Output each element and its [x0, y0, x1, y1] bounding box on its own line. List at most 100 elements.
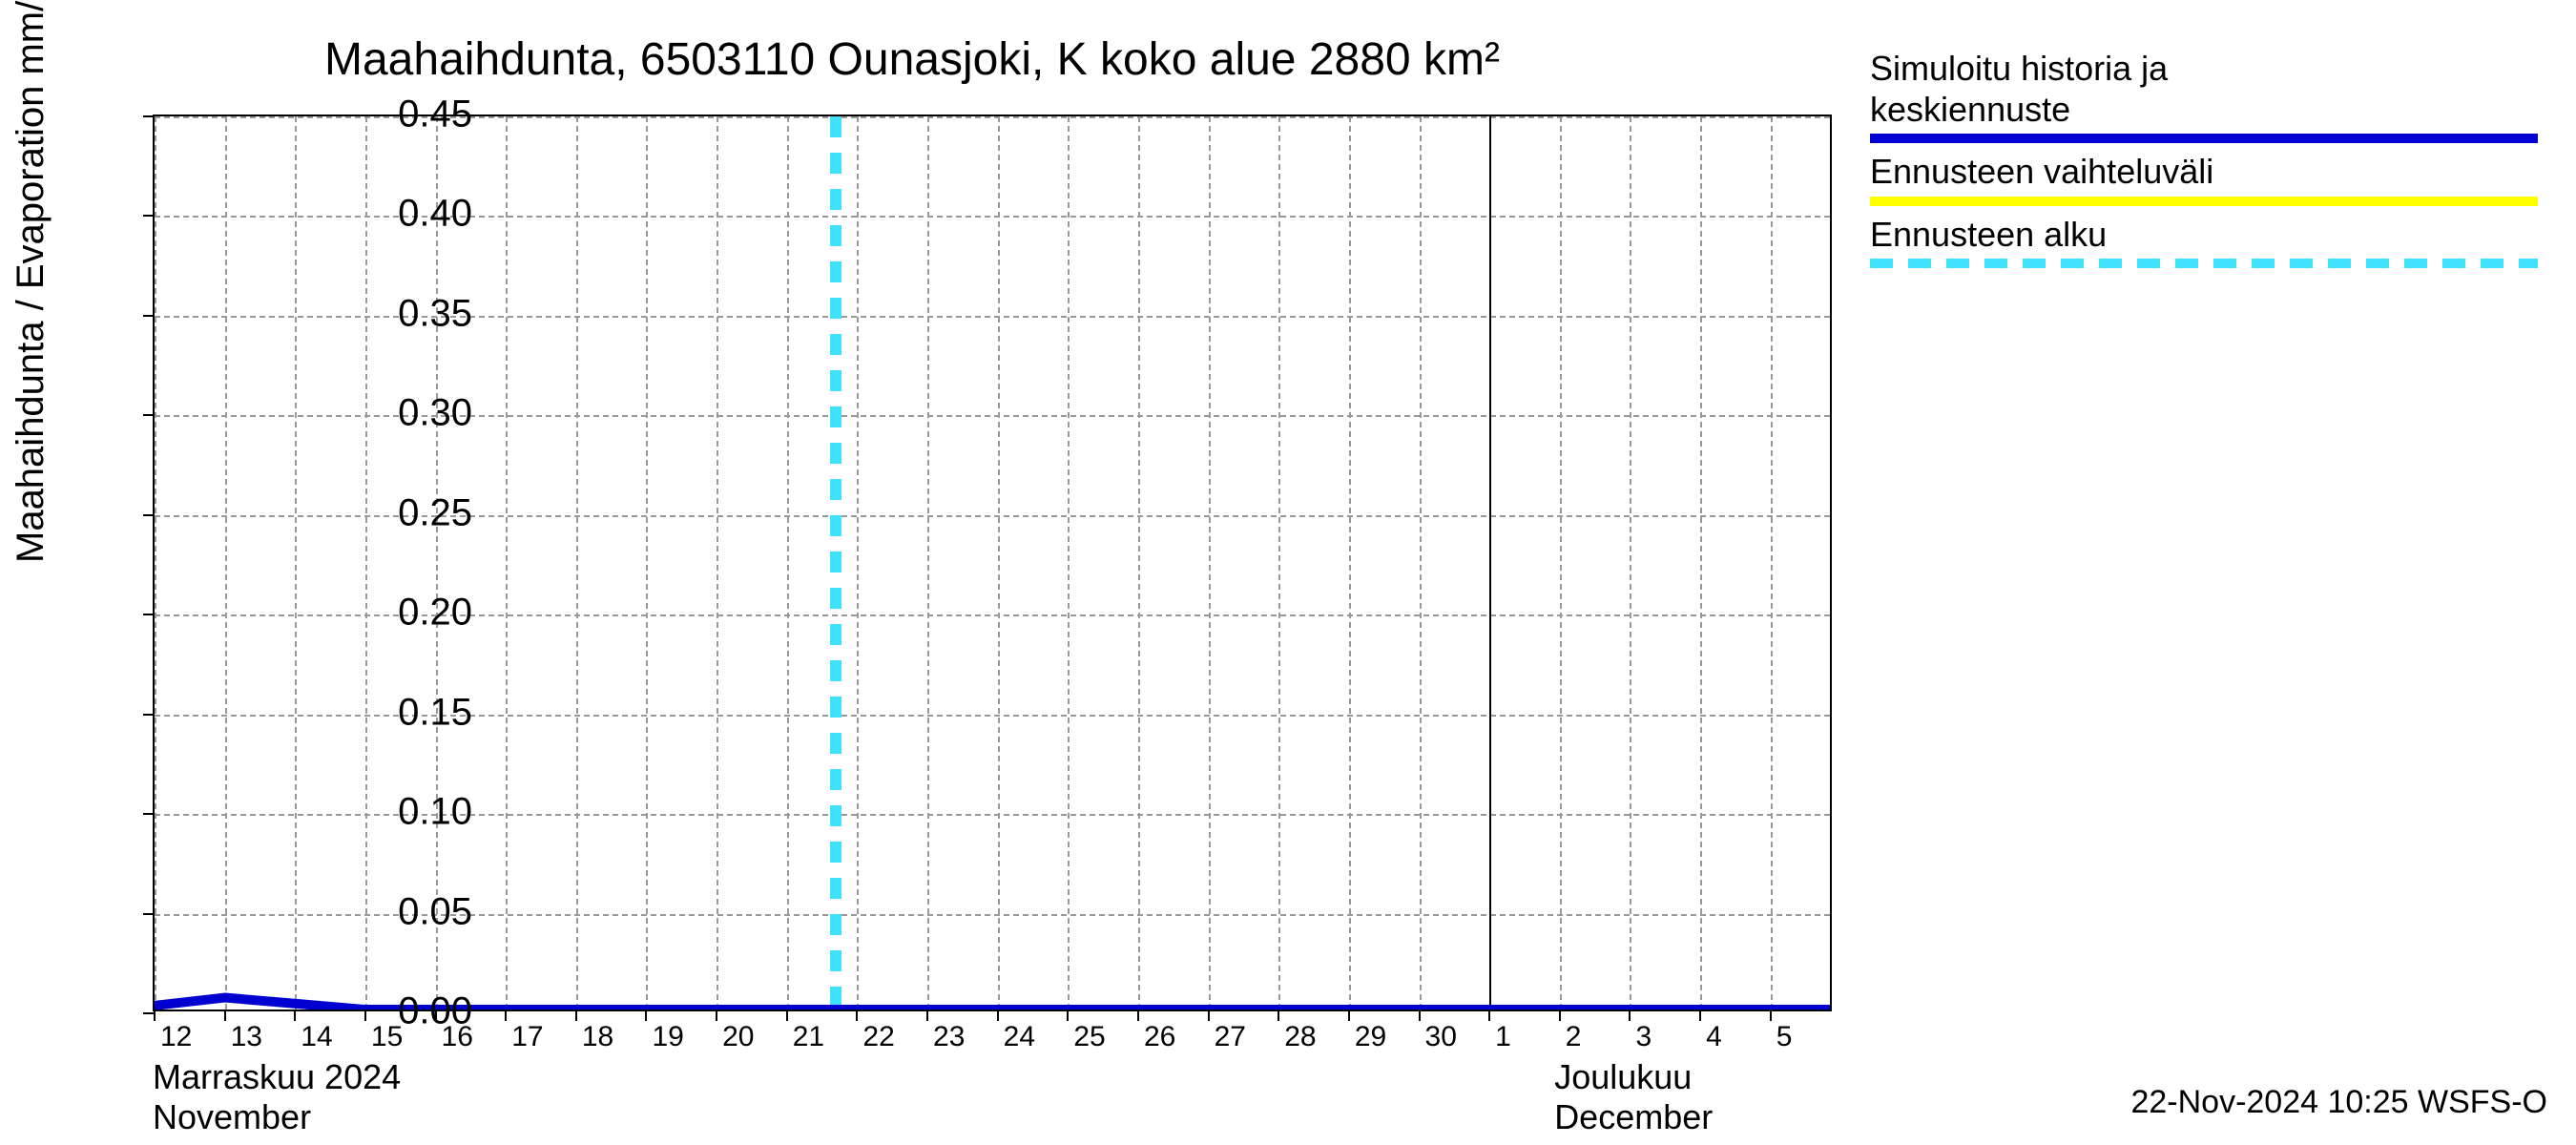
- y-tick-label: 0.20: [0, 592, 472, 635]
- x-tick-mark: [716, 1010, 717, 1021]
- legend-line-swatch: [1870, 259, 2538, 268]
- grid-line-v: [857, 116, 859, 1010]
- x-tick-label: 27: [1215, 1021, 1246, 1053]
- plot-area: [153, 114, 1832, 1011]
- x-month-label-1: Marraskuu 2024November: [153, 1057, 401, 1137]
- x-tick-mark: [1067, 1010, 1069, 1021]
- grid-line-v: [1068, 116, 1070, 1010]
- grid-line-v: [717, 116, 718, 1010]
- x-tick-label: 21: [793, 1021, 824, 1053]
- x-tick-mark: [997, 1010, 999, 1021]
- x-tick-mark: [786, 1010, 788, 1021]
- month2-fi: Joulukuu: [1554, 1057, 1692, 1096]
- x-tick-label: 23: [933, 1021, 965, 1053]
- grid-line-v: [436, 116, 438, 1010]
- grid-line-v: [998, 116, 1000, 1010]
- month1-fi: Marraskuu 2024: [153, 1057, 401, 1096]
- grid-line-v: [295, 116, 297, 1010]
- x-tick-mark: [856, 1010, 858, 1021]
- y-tick-label: 0.35: [0, 292, 472, 335]
- month2-en: December: [1554, 1097, 1713, 1136]
- x-tick-mark: [1137, 1010, 1139, 1021]
- x-tick-mark: [1278, 1010, 1279, 1021]
- forecast-start-line: [830, 116, 841, 1010]
- legend-line-swatch: [1870, 134, 2538, 143]
- chart-title: Maahaihdunta, 6503110 Ounasjoki, K koko …: [324, 33, 1500, 86]
- x-tick-mark: [926, 1010, 928, 1021]
- legend-label: Ennusteen alku: [1870, 214, 2538, 255]
- x-tick-label: 29: [1355, 1021, 1386, 1053]
- legend-label: keskiennuste: [1870, 89, 2538, 130]
- grid-line-v: [1138, 116, 1140, 1010]
- x-tick-label: 20: [722, 1021, 754, 1053]
- legend-label: Simuloitu historia ja: [1870, 48, 2538, 89]
- x-tick-mark: [1699, 1010, 1701, 1021]
- x-tick-label: 18: [582, 1021, 613, 1053]
- x-tick-mark: [1770, 1010, 1772, 1021]
- legend-entry: Simuloitu historia jakeskiennuste: [1870, 48, 2538, 143]
- legend-line-swatch: [1870, 197, 2538, 206]
- grid-line-v: [1278, 116, 1280, 1010]
- y-axis-label: Maahaihdunta / Evaporation mm/d: [10, 0, 52, 563]
- grid-line-v: [787, 116, 789, 1010]
- grid-line-v: [927, 116, 929, 1010]
- chart-container: [153, 114, 1832, 1011]
- legend-label: Ennusteen vaihteluväli: [1870, 151, 2538, 192]
- x-tick-label: 17: [511, 1021, 543, 1053]
- x-tick-mark: [1488, 1010, 1490, 1021]
- x-tick-label: 28: [1284, 1021, 1316, 1053]
- data-series-svg: [155, 116, 1830, 1010]
- x-tick-label: 22: [862, 1021, 894, 1053]
- x-tick-mark: [575, 1010, 577, 1021]
- grid-line-v: [506, 116, 508, 1010]
- x-tick-label: 25: [1073, 1021, 1105, 1053]
- x-tick-label: 13: [231, 1021, 262, 1053]
- x-tick-label: 2: [1566, 1021, 1582, 1053]
- x-tick-mark: [1208, 1010, 1210, 1021]
- x-tick-mark: [505, 1010, 507, 1021]
- y-tick-label: 0.30: [0, 392, 472, 435]
- y-tick-label: 0.45: [0, 94, 472, 136]
- y-tick-label: 0.15: [0, 691, 472, 734]
- grid-line-v: [1420, 116, 1422, 1010]
- x-tick-mark: [645, 1010, 647, 1021]
- grid-line-v: [1349, 116, 1351, 1010]
- grid-line-v: [646, 116, 648, 1010]
- x-tick-label: 16: [442, 1021, 473, 1053]
- x-tick-label: 14: [301, 1021, 332, 1053]
- grid-line-v: [1489, 116, 1491, 1010]
- grid-line-v: [1209, 116, 1211, 1010]
- y-tick-label: 0.05: [0, 890, 472, 933]
- x-tick-mark: [1559, 1010, 1561, 1021]
- grid-line-v: [1630, 116, 1631, 1010]
- x-tick-label: 30: [1425, 1021, 1457, 1053]
- legend: Simuloitu historia jakeskiennuste Ennuste…: [1870, 48, 2538, 276]
- x-tick-label: 5: [1776, 1021, 1793, 1053]
- grid-line-v: [576, 116, 578, 1010]
- legend-entry: Ennusteen alku: [1870, 214, 2538, 268]
- grid-line-v: [225, 116, 227, 1010]
- x-tick-label: 4: [1706, 1021, 1722, 1053]
- x-tick-label: 15: [371, 1021, 403, 1053]
- grid-line-v: [1700, 116, 1702, 1010]
- y-tick-label: 0.25: [0, 491, 472, 534]
- grid-line-v: [365, 116, 367, 1010]
- y-tick-label: 0.10: [0, 791, 472, 834]
- timestamp: 22-Nov-2024 10:25 WSFS-O: [2130, 1084, 2547, 1121]
- x-tick-mark: [1348, 1010, 1350, 1021]
- x-tick-label: 19: [652, 1021, 683, 1053]
- month1-en: November: [153, 1097, 311, 1136]
- x-tick-label: 1: [1495, 1021, 1511, 1053]
- x-tick-label: 26: [1144, 1021, 1175, 1053]
- x-tick-mark: [1419, 1010, 1421, 1021]
- y-tick-label: 0.40: [0, 193, 472, 236]
- x-month-label-2: JoulukuuDecember: [1554, 1057, 1713, 1137]
- grid-line-v: [155, 116, 156, 1010]
- x-tick-label: 12: [160, 1021, 192, 1053]
- x-tick-label: 24: [1004, 1021, 1035, 1053]
- grid-line-v: [1771, 116, 1773, 1010]
- grid-line-v: [1560, 116, 1562, 1010]
- x-tick-mark: [1629, 1010, 1631, 1021]
- legend-entry: Ennusteen vaihteluväli: [1870, 151, 2538, 205]
- x-tick-label: 3: [1635, 1021, 1652, 1053]
